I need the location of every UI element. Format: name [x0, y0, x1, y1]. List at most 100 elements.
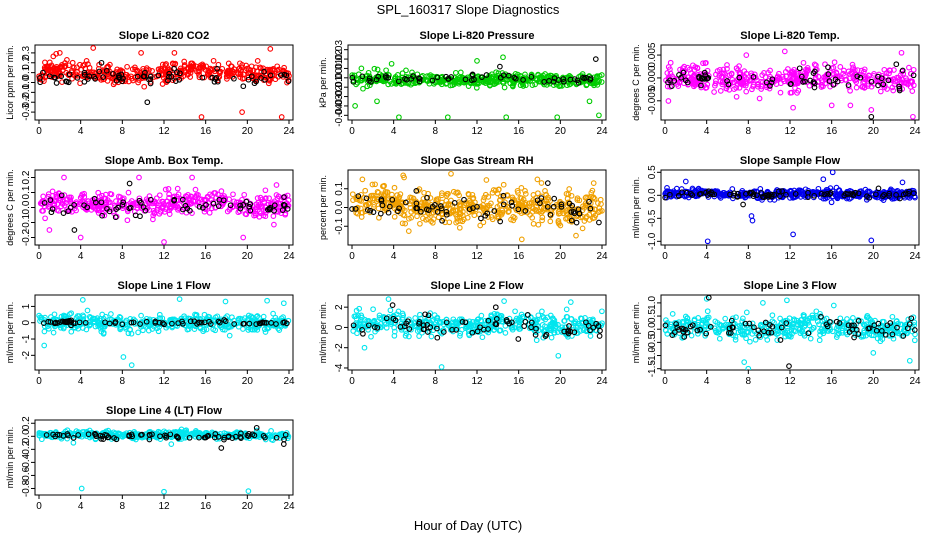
highlight-point: [728, 317, 735, 324]
data-point: [457, 211, 464, 217]
y-tick-label: -0.02: [334, 85, 345, 108]
data-point: [371, 65, 378, 72]
highlight-point: [349, 206, 355, 212]
highlight-point: [63, 78, 69, 85]
highlight-point: [191, 318, 198, 325]
x-tick-label: 24: [909, 126, 921, 137]
y-tick-label: -1.0: [647, 232, 658, 250]
data-point: [703, 320, 710, 327]
highlight-point: [92, 76, 99, 82]
outlier-point: [518, 236, 525, 243]
data-point: [154, 202, 161, 209]
x-tick-label: 12: [471, 376, 483, 387]
y-axis-label: degrees C per min.: [5, 169, 15, 246]
y-tick-label: 0.0: [21, 75, 32, 89]
data-point: [841, 72, 848, 79]
highlight-point: [418, 208, 424, 215]
highlight-point: [910, 190, 917, 197]
outlier-point: [870, 350, 877, 356]
data-point: [426, 73, 432, 80]
highlight-point: [522, 208, 529, 214]
highlight-point: [701, 69, 708, 76]
outlier-point: [500, 54, 506, 61]
data-point: [890, 87, 897, 94]
highlight-point: [440, 329, 447, 335]
highlight-point: [140, 73, 147, 80]
data-point: [869, 190, 876, 197]
highlight-point: [277, 72, 284, 78]
highlight-point: [805, 330, 812, 337]
highlight-point: [583, 74, 589, 81]
data-point: [273, 192, 280, 198]
data-point: [41, 328, 48, 335]
outlier-point: [898, 49, 905, 56]
highlight-point: [522, 318, 529, 325]
data-point: [189, 64, 196, 70]
y-tick-label: 0.005: [647, 42, 658, 67]
data-point: [862, 322, 868, 329]
highlight-point: [769, 191, 775, 198]
data-point: [455, 78, 462, 85]
data-point: [431, 80, 437, 87]
highlight-point: [515, 206, 522, 213]
highlight-point: [751, 324, 757, 331]
data-point: [795, 325, 802, 332]
data-point: [425, 216, 432, 222]
highlight-point: [443, 319, 450, 326]
highlight-point: [445, 75, 452, 82]
data-point: [397, 191, 404, 197]
data-point: [890, 76, 897, 83]
data-point: [822, 61, 828, 68]
data-point: [750, 83, 756, 90]
data-point: [257, 194, 264, 201]
data-point: [408, 209, 415, 215]
data-point: [853, 84, 860, 91]
data-point: [889, 84, 896, 91]
data-point: [764, 337, 771, 343]
data-point: [510, 196, 516, 203]
data-point: [162, 186, 169, 193]
data-point: [184, 72, 191, 78]
data-point: [719, 70, 725, 77]
y-tick-label: -0.005: [647, 86, 658, 115]
y-tick-label: 0.02: [334, 49, 345, 69]
highlight-point: [560, 76, 567, 82]
x-tick-label: 8: [433, 126, 439, 137]
highlight-point: [65, 79, 72, 86]
outlier-point: [56, 50, 63, 56]
highlight-point: [281, 202, 288, 209]
data-point: [382, 206, 389, 212]
highlight-point: [382, 73, 389, 79]
highlight-point: [524, 312, 531, 318]
data-point: [196, 68, 203, 74]
data-point: [574, 195, 581, 202]
data-point: [235, 71, 242, 77]
highlight-point: [147, 196, 154, 203]
data-point: [164, 198, 171, 205]
point-layer: [36, 296, 292, 368]
data-point: [78, 66, 85, 73]
data-point: [370, 306, 376, 313]
highlight-point: [112, 214, 119, 221]
highlight-point: [724, 78, 730, 84]
highlight-point: [203, 202, 209, 208]
data-point: [258, 65, 264, 72]
highlight-point: [811, 84, 818, 91]
data-point: [528, 71, 535, 78]
data-point: [135, 79, 141, 86]
data-point: [381, 182, 387, 189]
highlight-point: [220, 197, 227, 204]
highlight-point: [500, 201, 507, 208]
outlier-point: [448, 170, 454, 177]
highlight-point: [743, 191, 749, 197]
data-point: [281, 64, 287, 71]
highlight-point: [209, 74, 216, 81]
data-point: [474, 81, 481, 87]
data-point: [833, 69, 840, 76]
highlight-point: [265, 206, 271, 213]
data-point: [862, 75, 869, 82]
outlier-point: [389, 302, 396, 308]
data-point: [881, 84, 888, 91]
data-point: [362, 187, 369, 194]
